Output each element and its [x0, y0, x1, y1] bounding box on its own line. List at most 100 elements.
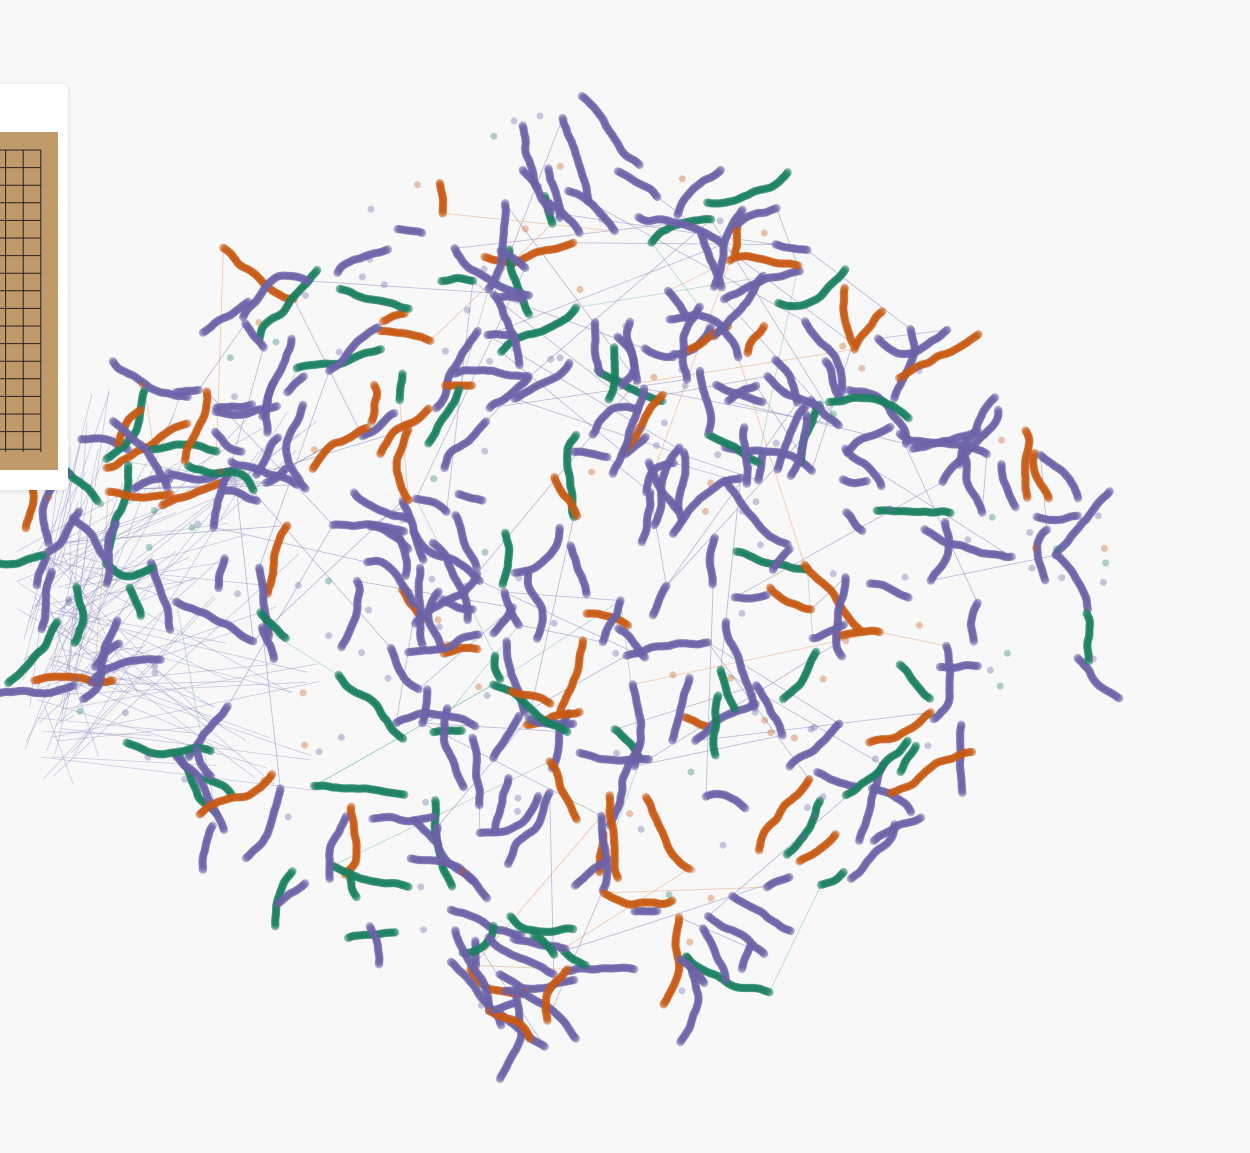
- trajectory-orange[interactable]: [865, 708, 935, 747]
- trajectory-point: [328, 520, 338, 530]
- trajectory-purple[interactable]: [613, 167, 662, 202]
- trajectory-purple[interactable]: [489, 711, 524, 763]
- graph-edge: [66, 422, 88, 697]
- trajectory-point: [1044, 494, 1054, 503]
- trajectory-green[interactable]: [4, 617, 62, 688]
- trajectory-purple[interactable]: [283, 372, 308, 397]
- trajectory-orange[interactable]: [839, 283, 857, 348]
- trajectory-purple[interactable]: [510, 523, 564, 577]
- graph-edge: [65, 715, 75, 721]
- trajectory-orange[interactable]: [850, 307, 887, 354]
- trajectory-point: [256, 608, 265, 617]
- trajectory-point: [521, 263, 530, 272]
- trajectory-point: [524, 372, 533, 381]
- graph-edge: [35, 578, 197, 607]
- trajectory-purple[interactable]: [865, 579, 913, 602]
- trajectory-point: [730, 593, 739, 602]
- trajectory-point: [102, 454, 111, 464]
- graph-edge: [30, 578, 275, 785]
- graph-edge: [695, 712, 931, 742]
- trajectory-orange[interactable]: [766, 583, 816, 614]
- trajectory-point: [753, 458, 762, 467]
- graph-edge: [332, 761, 550, 867]
- trajectory-point: [158, 501, 167, 510]
- trajectory-point: [865, 579, 875, 588]
- trajectory-green[interactable]: [328, 861, 413, 892]
- trajectory-purple[interactable]: [630, 906, 662, 916]
- trajectory-purple[interactable]: [365, 922, 384, 969]
- trajectory-point: [390, 928, 400, 937]
- trajectory-orange[interactable]: [435, 179, 448, 218]
- trajectory-purple[interactable]: [1032, 511, 1082, 525]
- trajectory-purple[interactable]: [411, 494, 451, 516]
- trajectory-purple[interactable]: [966, 598, 982, 646]
- trajectory-point: [198, 328, 208, 337]
- graph-edge: [587, 200, 806, 322]
- trajectory-point: [653, 192, 662, 202]
- trajectory-purple[interactable]: [198, 821, 217, 874]
- trajectory-green[interactable]: [125, 583, 146, 621]
- graph-edge: [60, 647, 216, 708]
- trajectory-point: [623, 621, 633, 630]
- trajectory-point: [811, 647, 821, 656]
- graph-edge: [94, 491, 110, 667]
- trajectory-orange[interactable]: [263, 521, 292, 598]
- trajectory-point: [438, 209, 447, 218]
- trajectory-point: [102, 463, 111, 472]
- trajectory-point: [337, 642, 346, 652]
- graph-edge: [776, 208, 801, 272]
- graph-edge: [489, 379, 688, 409]
- trajectory-point: [974, 330, 983, 339]
- trajectory-point: [498, 580, 507, 589]
- trajectory-purple[interactable]: [1073, 654, 1124, 703]
- graph-edge: [36, 550, 119, 689]
- trajectory-purple[interactable]: [454, 489, 487, 505]
- graph-edge: [806, 569, 814, 639]
- graph-edge: [71, 597, 216, 754]
- graph-edge: [51, 625, 256, 779]
- trajectory-green[interactable]: [309, 781, 409, 800]
- trajectory-purple[interactable]: [440, 417, 491, 473]
- trajectory-purple[interactable]: [221, 486, 262, 505]
- trajectory-orange[interactable]: [367, 380, 382, 426]
- trajectory-purple[interactable]: [588, 402, 642, 439]
- trajectory-purple[interactable]: [564, 963, 639, 976]
- graph-edge: [64, 552, 184, 584]
- trajectory-point: [374, 960, 384, 969]
- trajectory-orange[interactable]: [480, 238, 578, 268]
- trajectory-orange[interactable]: [641, 793, 694, 873]
- trajectory-green[interactable]: [498, 528, 514, 589]
- trajectory-purple[interactable]: [1032, 525, 1052, 585]
- trajectory-point: [363, 558, 372, 567]
- graph-edge: [49, 658, 270, 738]
- trajectory-purple[interactable]: [640, 344, 678, 362]
- trajectory-green[interactable]: [732, 547, 812, 574]
- trajectory-point: [841, 265, 850, 274]
- trajectory-purple[interactable]: [1051, 551, 1093, 614]
- graph-edge: [32, 551, 200, 609]
- trajectory-point: [564, 186, 573, 196]
- trajectory-orange[interactable]: [376, 326, 435, 345]
- trajectory-point: [943, 325, 952, 335]
- graph-edge: [52, 681, 320, 738]
- trajectory-point: [653, 906, 662, 916]
- graph-edge: [52, 646, 143, 658]
- graph-edge: [500, 351, 626, 455]
- trajectory-point: [840, 283, 849, 293]
- trajectory-purple[interactable]: [566, 541, 591, 599]
- trajectory-point: [471, 936, 480, 945]
- trajectory-point: [703, 638, 712, 647]
- trajectory-purple[interactable]: [468, 733, 485, 810]
- trajectory-purple[interactable]: [705, 533, 719, 589]
- trajectory-purple[interactable]: [730, 590, 771, 603]
- trajectory-point: [219, 243, 228, 253]
- trajectory-point: [418, 718, 427, 728]
- trajectory-point: [834, 421, 843, 430]
- trajectory-point: [571, 430, 581, 440]
- trajectory-purple[interactable]: [337, 576, 364, 652]
- trajectory-purple[interactable]: [842, 508, 867, 536]
- trajectory-point: [1041, 576, 1050, 585]
- trajectory-green[interactable]: [437, 273, 478, 286]
- trajectory-point: [758, 397, 767, 407]
